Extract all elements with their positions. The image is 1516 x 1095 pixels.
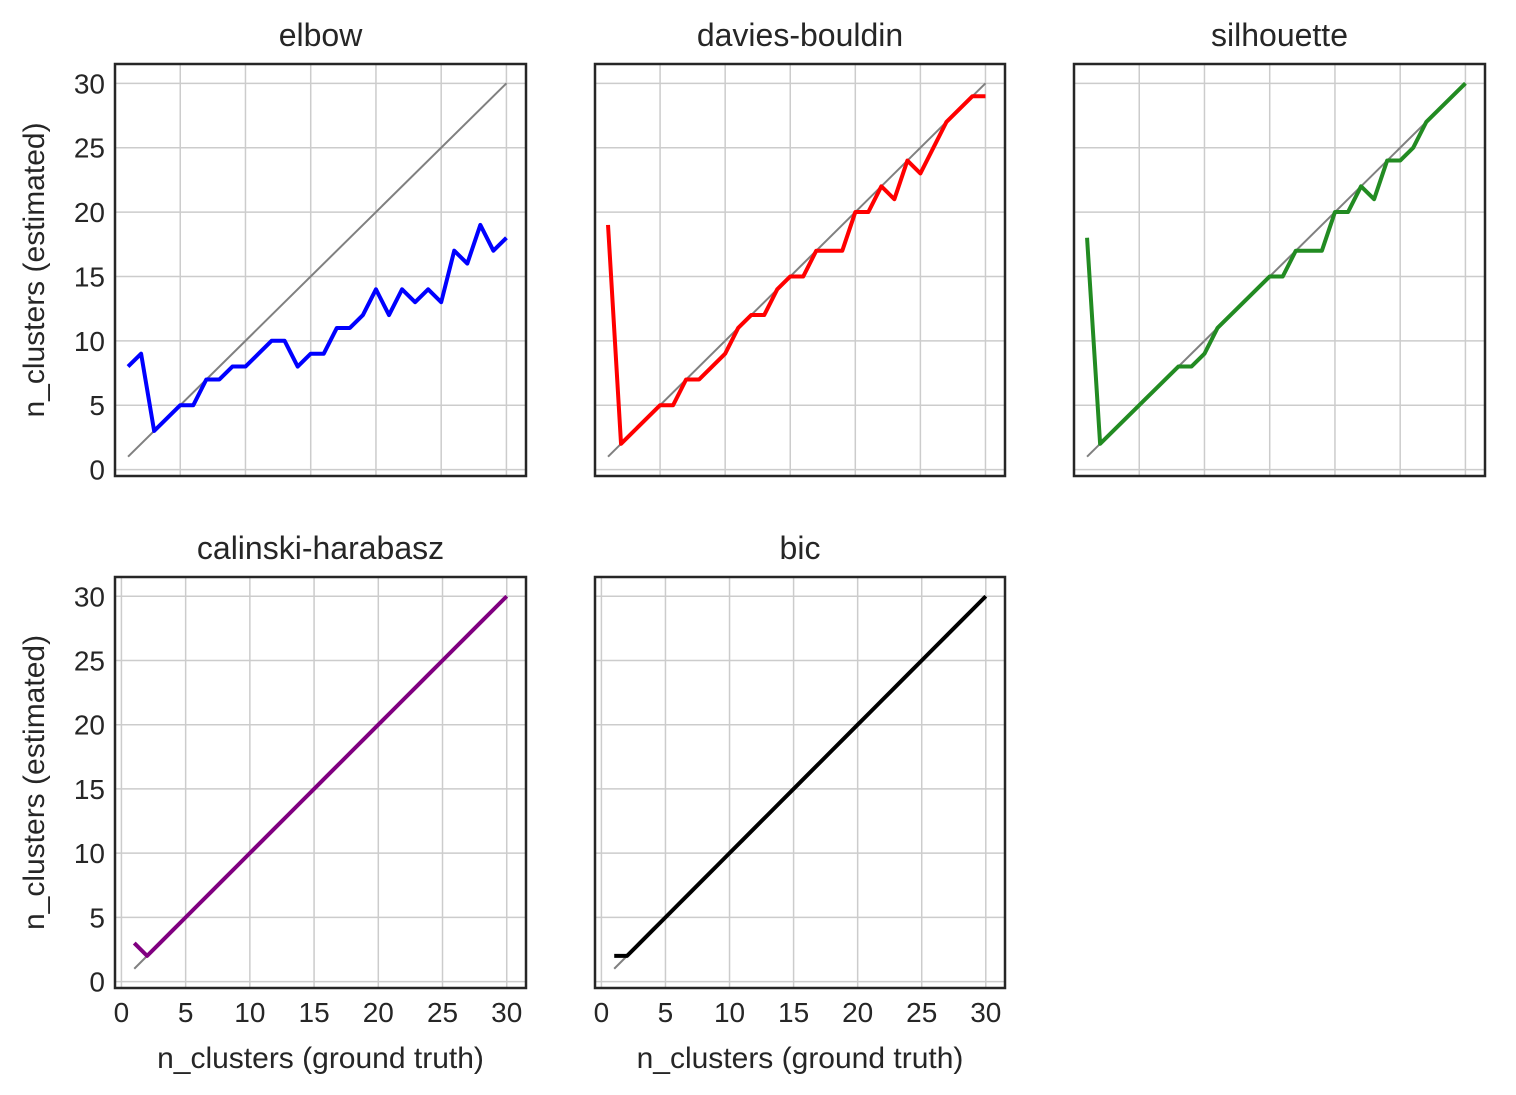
y-tick-label: 5 [89,902,105,933]
y-tick-label: 15 [74,261,105,292]
axes-frame [1072,62,1487,478]
subplot-1: elbow 0 5 10 15 20 25 30 n_clusters (estimated) [18,17,528,486]
series-line-1 [1085,81,1467,446]
x-tick-label: 25 [427,997,458,1028]
y-tick-label: 0 [89,455,105,486]
series-line-1 [132,594,509,958]
x-tick-label: 5 [658,997,674,1028]
x-axis-label: n_clusters (ground truth) [157,1042,484,1075]
x-tick-label: 20 [363,997,394,1028]
y-tick-label: 10 [74,326,105,357]
reference-diagonal [607,82,987,458]
y-tick-label: 30 [74,581,105,612]
subplot-3: silhouette [1072,17,1487,478]
series-line-1 [614,594,988,958]
x-tick-label: 5 [178,997,194,1028]
reference-diagonal [127,82,508,458]
subplot-title: silhouette [1211,17,1348,53]
subplot-2: davies-bouldin [593,17,1007,478]
y-tick-label: 5 [89,390,105,421]
y-tick-label: 20 [74,710,105,741]
x-tick-label: 15 [299,997,330,1028]
axes-frame [113,575,528,990]
y-tick-label: 20 [74,197,105,228]
x-tick-label: 20 [842,997,873,1028]
y-tick-label: 25 [74,645,105,676]
y-axis-label: n_clusters (estimated) [18,122,51,417]
series-line-1 [606,94,986,446]
x-tick-label: 30 [491,997,522,1028]
series-line-1 [126,222,508,433]
y-tick-label: 0 [89,967,105,998]
x-axis-label: n_clusters (ground truth) [637,1042,964,1075]
y-axis-label: n_clusters (estimated) [18,635,51,930]
subplot-title: bic [780,530,821,566]
subplot-title: davies-bouldin [697,17,903,53]
axes-frame [593,575,1007,990]
subplot-title: elbow [279,17,364,53]
x-tick-label: 10 [714,997,745,1028]
subplot-4: calinski-harabasz 0 5 10 15 20 25 30 0 5 10 15 20 25 3… [18,530,528,1075]
y-tick-label: 25 [74,133,105,164]
subplot-title: calinski-harabasz [197,530,444,566]
x-tick-label: 0 [594,997,610,1028]
x-tick-label: 0 [114,997,130,1028]
subplot-5: bic 0 5 10 15 20 25 30n_clusters (ground truth) [593,530,1007,1075]
axes-frame [593,62,1007,478]
axes-frame [113,62,528,478]
y-tick-label: 15 [74,774,105,805]
y-tick-label: 10 [74,838,105,869]
x-tick-label: 30 [970,997,1001,1028]
x-tick-label: 15 [778,997,809,1028]
x-tick-label: 25 [906,997,937,1028]
y-tick-label: 30 [74,68,105,99]
x-tick-label: 10 [234,997,265,1028]
